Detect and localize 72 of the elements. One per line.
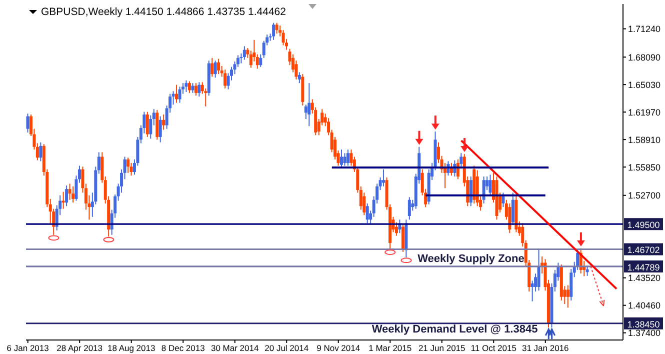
- x-tick-label: 8 Dec 2013: [161, 343, 206, 354]
- candlestick: [530, 280, 534, 302]
- x-tick-label: 20 Jul 2014: [264, 343, 309, 354]
- y-tick-label: 1.37400: [628, 328, 661, 338]
- candlestick: [346, 149, 350, 166]
- candlestick: [366, 202, 369, 224]
- y-tick-label: 1.55850: [628, 162, 661, 172]
- candlestick: [566, 284, 570, 308]
- candlestick: [408, 196, 411, 220]
- annotation: Weekly Supply Zone: [418, 253, 524, 266]
- candlestick: [469, 176, 472, 207]
- candlestick: [65, 184, 68, 207]
- y-tick-label: 1.52700: [628, 190, 661, 201]
- chart-title: GBPUSD,Weekly 1.44150 1.44866 1.43735 1.44462: [41, 6, 286, 18]
- candlestick: [214, 60, 217, 78]
- x-tick-label: 21 Jun 2015: [418, 343, 466, 354]
- ref-line-label: 1.38450: [627, 319, 660, 330]
- candlestick: [175, 84, 178, 104]
- candlestick: [502, 192, 505, 208]
- candlestick: [242, 46, 246, 60]
- candlestick: [482, 176, 486, 204]
- candlestick: [62, 191, 65, 210]
- candlestick: [26, 113, 30, 133]
- y-tick-label: 1.65030: [628, 80, 661, 90]
- candlestick: [146, 111, 149, 138]
- candlestick: [460, 152, 463, 168]
- ref-line-label: 1.44789: [627, 262, 660, 272]
- x-tick-label: 18 Aug 2013: [107, 343, 156, 354]
- candlestick: [340, 149, 343, 168]
- x-tick-label: 11 Oct 2015: [470, 343, 517, 354]
- candlestick: [210, 57, 214, 78]
- candlestick: [272, 22, 276, 40]
- candlestick: [537, 248, 540, 292]
- candlestick: [511, 192, 514, 226]
- candlestick: [343, 152, 346, 166]
- candlestick: [304, 104, 308, 120]
- candlestick: [39, 142, 42, 162]
- y-tick-label: 1.58910: [628, 134, 661, 145]
- candlestick: [298, 72, 301, 84]
- candlestick: [275, 22, 278, 34]
- x-tick-label: 9 Nov 2014: [316, 343, 360, 354]
- candlestick: [126, 157, 130, 174]
- x-tick-label: 31 Jan 2016: [522, 343, 570, 354]
- y-tick-label: 1.43520: [628, 273, 661, 284]
- x-tick-label: 30 Mar 2014: [210, 343, 259, 354]
- candlestick: [224, 69, 227, 89]
- candlestick: [308, 82, 311, 127]
- candlestick: [178, 86, 182, 104]
- candlestick: [184, 80, 188, 93]
- x-tick-label: 28 Apr 2013: [56, 343, 103, 354]
- candlestick: [158, 116, 162, 143]
- candlestick: [401, 224, 404, 252]
- candlestick: [72, 186, 75, 204]
- candlestick: [488, 174, 492, 197]
- y-tick-label: 1.40460: [628, 300, 661, 311]
- candlestick: [508, 202, 512, 234]
- candlestick: [162, 114, 166, 130]
- y-tick-label: 1.61970: [628, 107, 661, 118]
- candlestick: [282, 30, 285, 46]
- candlestick: [382, 168, 386, 187]
- x-tick-label: 1 Mar 2015: [368, 343, 412, 354]
- candlestick: [188, 80, 191, 94]
- ref-line-label: 1.46702: [627, 245, 660, 256]
- annotation: Weekly Demand Level @ 1.3845: [372, 323, 538, 336]
- ref-line-label: 1.49500: [627, 220, 660, 230]
- y-tick-label: 1.68090: [628, 52, 661, 62]
- candlestick: [198, 82, 201, 98]
- candlestick: [217, 58, 220, 75]
- x-tick-label: 6 Jan 2013: [6, 343, 50, 354]
- y-tick-label: 1.71240: [628, 24, 661, 34]
- candlestick: [194, 82, 198, 96]
- candlestick: [68, 183, 72, 200]
